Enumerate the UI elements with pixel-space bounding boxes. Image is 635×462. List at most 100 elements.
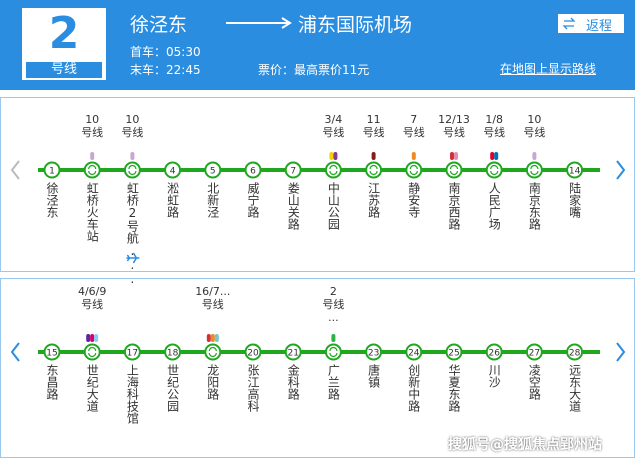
station-dot[interactable] (405, 343, 423, 361)
transfer-color (210, 334, 215, 342)
station-number: 25 (448, 349, 459, 359)
station-name: 陆家嘴 (567, 182, 582, 218)
transfer-line: 11 (366, 113, 381, 126)
station-dot[interactable] (204, 343, 222, 361)
station-dot[interactable] (365, 343, 383, 361)
station-dot[interactable] (204, 161, 222, 179)
transfer-color (329, 152, 334, 160)
transfer-line: ... (328, 311, 339, 324)
station-dot[interactable] (566, 343, 584, 361)
station-dot[interactable] (284, 161, 302, 179)
transfer-color (490, 152, 495, 160)
transfer-line: 16/7... (195, 285, 231, 298)
station-dot[interactable] (445, 343, 463, 361)
station-dot[interactable] (244, 343, 262, 361)
station-dot[interactable] (83, 343, 101, 361)
transfer-color (130, 152, 135, 160)
station-number: 1 (49, 167, 55, 177)
transfer-color (90, 334, 95, 342)
station-name: 人民广场 (487, 182, 502, 230)
station-name: 龙阳路 (205, 364, 220, 400)
transfer-color (331, 334, 336, 342)
station-number: 21 (287, 349, 298, 359)
station-dot[interactable] (164, 161, 182, 179)
station-name: 娄山关路 (286, 182, 301, 230)
transfer-color (450, 152, 454, 160)
transfer-color (86, 334, 91, 342)
station-number: 7 (290, 167, 296, 177)
transfer-icon (449, 164, 459, 176)
station-name: 远东大道 (567, 364, 582, 412)
station-dot[interactable] (566, 161, 584, 179)
station-dot[interactable] (525, 161, 543, 179)
station-dot[interactable] (525, 343, 543, 361)
station-dot[interactable] (485, 343, 503, 361)
transfer-icon (329, 164, 338, 176)
transfer-color (214, 334, 219, 342)
next-arrow[interactable] (616, 342, 626, 362)
transfer-color (94, 334, 99, 342)
station-dot[interactable] (43, 343, 61, 361)
transfer-color (90, 152, 95, 160)
transfer-line: 1/8 (485, 113, 504, 126)
transfer-line: 2 (329, 285, 337, 298)
line-unit: 号线 (26, 62, 102, 78)
station-number: 14 (569, 167, 581, 177)
station-number: 6 (250, 167, 256, 177)
transfer-line: 号线 (121, 126, 144, 139)
station-number: 17 (127, 349, 138, 359)
transfer-line: 号线 (443, 126, 465, 139)
watermark: 搜狐号@搜狐焦点郢州站 (448, 437, 602, 453)
first-train: 首车：05:30 (130, 45, 201, 59)
station-number: 27 (529, 349, 540, 359)
transfer-line: 号线 (523, 126, 546, 139)
station-dot[interactable] (405, 161, 423, 179)
station-dot[interactable] (485, 161, 503, 179)
transfer-icon (208, 346, 217, 358)
transfer-icon (128, 164, 137, 176)
transfer-line: 号线 (81, 298, 104, 311)
transfer-icon (329, 346, 338, 358)
station-dot[interactable] (445, 161, 463, 179)
station-dot[interactable] (43, 161, 61, 179)
direction-arrow (226, 17, 292, 29)
station-name: 世纪大道 (85, 364, 100, 412)
transfer-line: 10 (125, 113, 140, 126)
destination: 浦东国际机场 (298, 14, 413, 36)
transfer-line: 号线 (201, 298, 224, 311)
station-number: 20 (247, 349, 259, 359)
transfer-color (494, 152, 499, 160)
station-name: 徐泾东 (45, 182, 59, 218)
station-dot[interactable] (324, 161, 342, 179)
return-button[interactable]: 返程 (557, 13, 625, 34)
transfer-icon (409, 164, 418, 176)
transfer-color (411, 152, 416, 160)
station-number: 24 (408, 349, 420, 359)
station-name: 唐镇 (366, 364, 381, 388)
station-dot[interactable] (284, 343, 302, 361)
prev-arrow[interactable] (10, 342, 20, 362)
transfer-color (371, 152, 376, 160)
station-dot[interactable] (123, 161, 141, 179)
fare: 票价：最高票价11元 (258, 63, 370, 77)
station-dot[interactable] (244, 161, 262, 179)
station-dot[interactable] (164, 343, 182, 361)
station-name: 南京西路 (447, 182, 461, 230)
station-dot[interactable] (324, 343, 342, 361)
map-link[interactable]: 在地图上显示路线 (500, 62, 597, 76)
transfer-line: 10 (85, 113, 100, 126)
transfer-line: 4/6/9 (77, 285, 107, 298)
station-dot[interactable] (365, 161, 383, 179)
prev-arrow[interactable] (10, 160, 20, 180)
station-dot[interactable] (123, 343, 141, 361)
next-arrow[interactable] (616, 160, 626, 180)
station-dot[interactable] (83, 161, 101, 179)
station-name: 川沙 (487, 364, 502, 388)
transfer-icon (88, 346, 97, 358)
station-name: 中山公园 (326, 182, 341, 230)
transfer-line: 号线 (322, 298, 345, 311)
transfer-line: 12/13 (438, 113, 470, 126)
station-name: 东昌路 (45, 364, 59, 400)
transfer-line: 号线 (322, 126, 345, 139)
transfer-color (454, 152, 458, 160)
